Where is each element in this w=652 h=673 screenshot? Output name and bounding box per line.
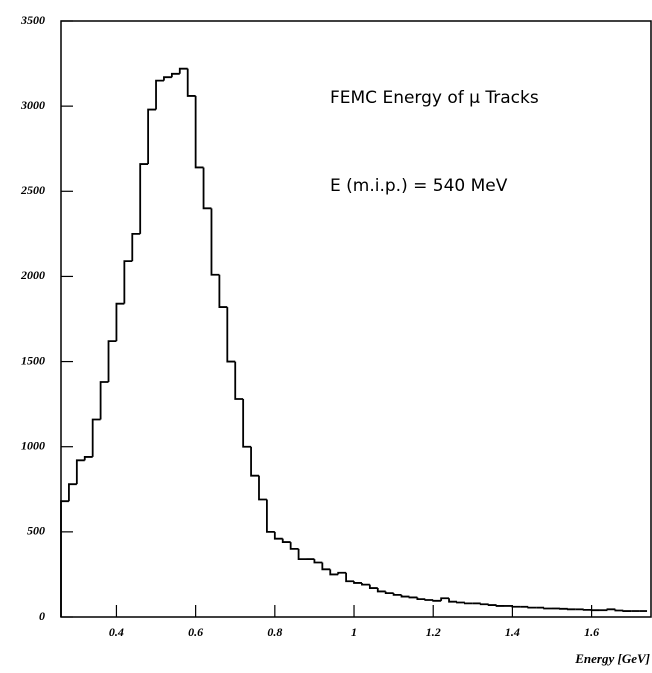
histogram-bar — [68, 483, 77, 502]
histogram-bar — [91, 418, 101, 457]
histogram-bar — [361, 582, 370, 586]
histogram-bar — [337, 571, 347, 575]
histogram-bar — [155, 79, 164, 110]
histogram-bar — [432, 599, 442, 602]
histogram-bar — [107, 340, 117, 383]
histogram-bar — [258, 475, 267, 501]
histogram-bar — [226, 307, 236, 363]
histogram-bar — [392, 593, 402, 596]
histogram-bar — [543, 607, 553, 610]
histogram-bar — [487, 604, 497, 606]
y-tick-label: 0 — [39, 609, 45, 623]
histogram-bar — [606, 608, 616, 611]
histogram-bar — [448, 598, 457, 603]
histogram-bar — [170, 72, 180, 78]
y-tick-label: 500 — [27, 524, 45, 538]
x-axis-label: Energy [GeV] — [574, 651, 650, 666]
histogram-bar — [250, 446, 259, 477]
x-tick-label: 1 — [351, 625, 357, 639]
histogram-bar — [123, 260, 133, 304]
histogram-bar — [234, 361, 244, 400]
histogram-bar — [582, 608, 592, 611]
histogram-bar — [416, 597, 426, 601]
histogram-bar — [353, 581, 362, 584]
y-tick-label: 1500 — [21, 353, 45, 367]
histogram-bar — [83, 456, 93, 461]
y-tick-label: 2000 — [20, 268, 45, 282]
histogram-bar — [463, 602, 473, 605]
histogram-bar — [242, 399, 252, 448]
histogram-bar — [321, 562, 331, 571]
histogram-bar — [384, 591, 394, 595]
x-tick-label: 0.8 — [267, 625, 282, 639]
histogram-bar — [479, 603, 489, 606]
plot-frame — [60, 20, 652, 618]
histogram-bar — [210, 208, 220, 276]
histogram-bar — [622, 610, 632, 612]
histogram-bar — [495, 605, 505, 607]
x-tick-label: 1.4 — [505, 625, 520, 639]
histogram-bar — [147, 108, 157, 165]
histogram-bar — [329, 569, 339, 576]
histogram-bar — [194, 95, 204, 169]
annotation: FEMC Energy of μ Tracks — [330, 88, 539, 108]
histogram-bar — [424, 599, 434, 601]
histogram-bar — [614, 609, 624, 612]
x-tick-label: 0.4 — [109, 625, 124, 639]
histogram-bar — [218, 274, 228, 308]
annotation: E (m.i.p.) = 540 MeV — [330, 176, 508, 196]
histogram-bar — [368, 584, 378, 589]
y-tick-label: 3000 — [20, 98, 45, 112]
y-tick-label: 3500 — [20, 13, 45, 27]
histogram-bar — [527, 606, 537, 609]
y-tick-label: 2500 — [20, 183, 45, 197]
histogram-bar — [131, 232, 141, 262]
histogram-bar — [266, 499, 275, 533]
x-tick-label: 1.2 — [426, 625, 441, 639]
histogram-bar — [273, 531, 283, 540]
histogram-bar — [139, 163, 149, 234]
histogram-bar — [281, 538, 291, 543]
x-tick-label: 0.6 — [188, 625, 203, 639]
y-tick-label: 1000 — [21, 438, 45, 452]
histogram-bar — [289, 542, 299, 550]
histogram-bar — [440, 597, 450, 601]
histogram-bar — [297, 548, 307, 561]
x-tick-label: 1.6 — [584, 625, 599, 639]
histogram-bar — [115, 302, 125, 342]
histogram-bar — [178, 67, 188, 74]
histogram-bar — [163, 76, 172, 81]
histogram-bar — [60, 500, 69, 617]
histogram-bar — [456, 601, 465, 604]
histogram-bar — [313, 559, 323, 564]
histogram-bar — [408, 596, 418, 599]
histogram-bar — [75, 459, 85, 485]
histogram-bar — [511, 605, 521, 608]
histogram-bar — [99, 381, 109, 420]
histogram-bar — [186, 68, 196, 97]
histogram-bar — [376, 588, 386, 593]
histogram-bar — [202, 167, 212, 210]
histogram-bar — [400, 594, 410, 598]
histogram-bar — [566, 608, 576, 611]
histogram-bar — [345, 572, 355, 583]
